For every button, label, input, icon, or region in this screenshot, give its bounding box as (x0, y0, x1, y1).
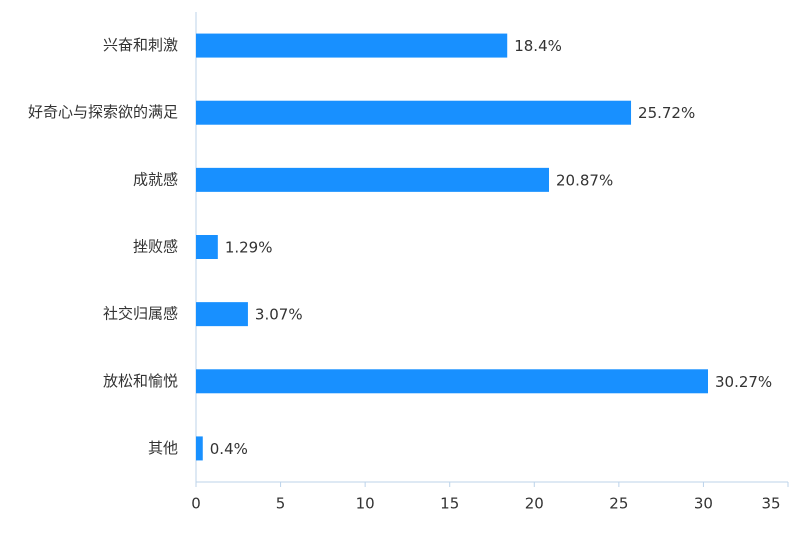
bar (196, 369, 708, 394)
x-tick-label: 25 (609, 495, 628, 513)
bar (196, 100, 632, 125)
y-tick-label: 社交归属感 (103, 305, 178, 323)
x-tick-label: 15 (440, 495, 459, 513)
data-label: 20.87% (556, 171, 613, 189)
bar (196, 436, 203, 461)
y-tick-label: 好奇心与探索欲的满足 (28, 103, 178, 121)
data-label: 3.07% (255, 306, 303, 324)
x-tick-label: 5 (276, 495, 286, 513)
y-tick-label: 成就感 (133, 170, 178, 188)
x-tick-label: 0 (191, 495, 201, 513)
data-label: 30.27% (715, 373, 772, 391)
x-tick-label: 35 (761, 495, 780, 513)
data-label: 0.4% (210, 440, 248, 458)
y-tick-label: 挫败感 (133, 238, 178, 256)
bar (196, 235, 218, 259)
y-tick-label: 放松和愉悦 (103, 372, 178, 390)
x-tick-label: 20 (525, 495, 544, 513)
y-tick-label: 兴奋和刺激 (103, 36, 178, 54)
bar (196, 167, 550, 192)
x-tick-label: 30 (694, 495, 713, 513)
data-label: 25.72% (638, 104, 695, 122)
x-tick-label: 10 (356, 495, 375, 513)
y-tick-label: 其他 (148, 439, 178, 457)
bar (196, 33, 508, 58)
data-label: 18.4% (514, 37, 562, 55)
bar (196, 302, 248, 327)
data-label: 1.29% (225, 239, 273, 257)
